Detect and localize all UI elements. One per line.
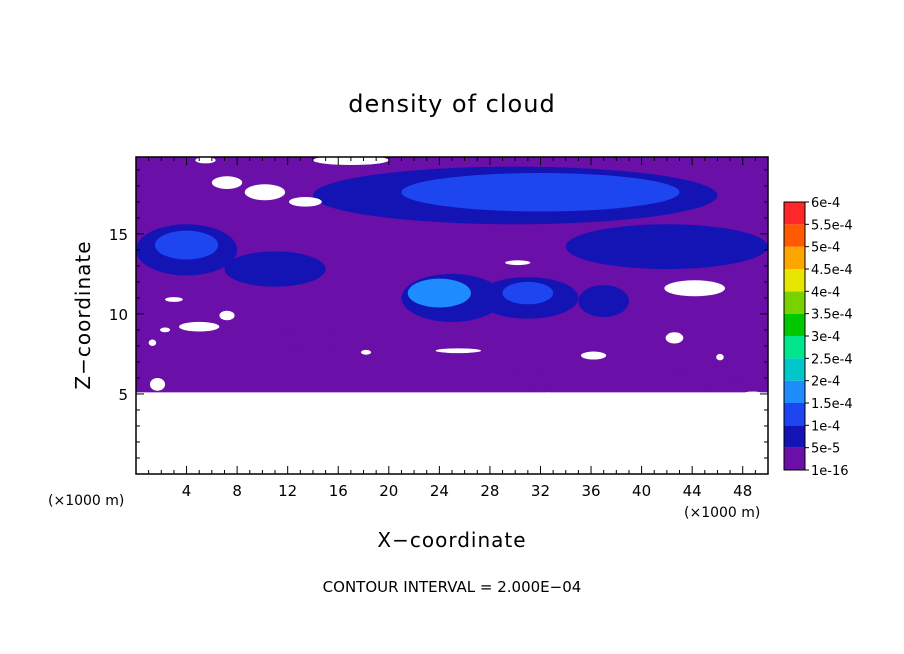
colorbar-swatch-2 <box>784 403 805 426</box>
colorbar-swatch-8 <box>784 269 805 292</box>
clear-gap-0 <box>211 176 243 190</box>
y-tick-label: 5 <box>118 386 128 404</box>
colorbar-label: 3.5e-4 <box>811 308 853 323</box>
clear-gap-2 <box>288 197 322 207</box>
x-tick-label: 24 <box>430 482 449 500</box>
density-blob-10 <box>578 285 629 318</box>
y-axis-label: Z−coordinate <box>71 240 95 389</box>
density-blob-13 <box>666 371 743 385</box>
y-tick-label: 10 <box>109 306 128 324</box>
colorbar-swatch-0 <box>784 447 805 470</box>
colorbar-label: 1e-16 <box>811 464 849 479</box>
colorbar-label: 1e-4 <box>811 419 840 434</box>
colorbar-label: 1.5e-4 <box>811 397 853 412</box>
clear-gap-6 <box>178 321 220 332</box>
density-blob-7 <box>407 278 471 308</box>
x-tick-label: 40 <box>632 482 651 500</box>
clear-gap-19 <box>742 391 763 397</box>
colorbar-swatch-1 <box>784 425 805 448</box>
colorbar-swatch-5 <box>784 336 805 359</box>
x-tick-label: 12 <box>278 482 297 500</box>
clear-gap-18 <box>539 392 557 399</box>
x-tick-label: 20 <box>379 482 398 500</box>
chart-title: density of cloud <box>348 90 555 118</box>
y-unit-label: (×1000 m) <box>48 493 124 509</box>
density-blob-5 <box>224 251 326 287</box>
clear-gap-11 <box>435 348 482 354</box>
x-unit-label: (×1000 m) <box>684 505 760 521</box>
colorbar-label: 5e-4 <box>811 241 840 256</box>
colorbar-label: 6e-4 <box>811 196 840 211</box>
colorbar-label: 2.5e-4 <box>811 352 853 367</box>
colorbar-label: 3e-4 <box>811 330 840 345</box>
x-axis-label: X−coordinate <box>377 528 526 552</box>
clear-gap-12 <box>580 351 607 360</box>
colorbar-label: 5.5e-4 <box>811 218 853 233</box>
colorbar-label: 4e-4 <box>811 285 840 300</box>
clear-gap-4 <box>312 157 389 166</box>
clear-gap-16 <box>716 353 724 361</box>
colorbar-swatch-4 <box>784 358 805 381</box>
colorbar-label: 4.5e-4 <box>811 263 853 278</box>
y-axis: 5 10 15 <box>109 169 768 459</box>
clear-gap-9 <box>148 339 157 346</box>
density-blob-9 <box>502 281 554 305</box>
density-blob-11 <box>275 329 351 353</box>
clear-gap-1 <box>244 184 286 201</box>
colorbar: 1e-16 5e-5 1e-4 1.5e-4 2e-4 2.5e-4 3e-4 3.5e-4 4… <box>783 196 853 479</box>
x-tick-label: 28 <box>480 482 499 500</box>
clear-gap-3 <box>195 157 216 164</box>
clear-gap-5 <box>165 297 183 302</box>
clear-gap-10 <box>360 349 372 355</box>
colorbar-swatch-6 <box>784 313 805 336</box>
x-tick-label: 32 <box>531 482 550 500</box>
density-blob-1 <box>401 173 680 212</box>
colorbar-label: 5e-5 <box>811 442 840 457</box>
density-field <box>136 157 768 399</box>
x-tick-label: 8 <box>232 482 242 500</box>
contour-interval-note: CONTOUR INTERVAL = 2.000E−04 <box>323 578 582 596</box>
x-tick-label: 16 <box>329 482 348 500</box>
clear-gap-8 <box>160 327 171 333</box>
clear-gap-13 <box>505 260 531 266</box>
x-tick-label: 48 <box>733 482 752 500</box>
x-tick-label: 36 <box>581 482 600 500</box>
x-tick-label: 44 <box>683 482 702 500</box>
density-blob-12 <box>502 369 579 386</box>
clear-gap-15 <box>665 332 684 344</box>
density-blob-4 <box>154 230 219 260</box>
colorbar-swatch-7 <box>784 291 805 314</box>
colorbar-swatch-11 <box>784 202 805 225</box>
y-tick-label: 15 <box>109 226 128 244</box>
x-tick-label: 4 <box>182 482 192 500</box>
colorbar-swatch-9 <box>784 246 805 269</box>
colorbar-swatch-10 <box>784 224 805 247</box>
colorbar-swatch-3 <box>784 380 805 403</box>
x-axis: 4 8 12 16 20 24 28 32 36 40 44 48 <box>148 157 756 500</box>
colorbar-label: 2e-4 <box>811 375 840 390</box>
clear-gap-14 <box>664 280 726 297</box>
density-blob-2 <box>565 224 768 270</box>
clear-gap-17 <box>149 377 166 391</box>
clear-gap-7 <box>219 310 235 321</box>
